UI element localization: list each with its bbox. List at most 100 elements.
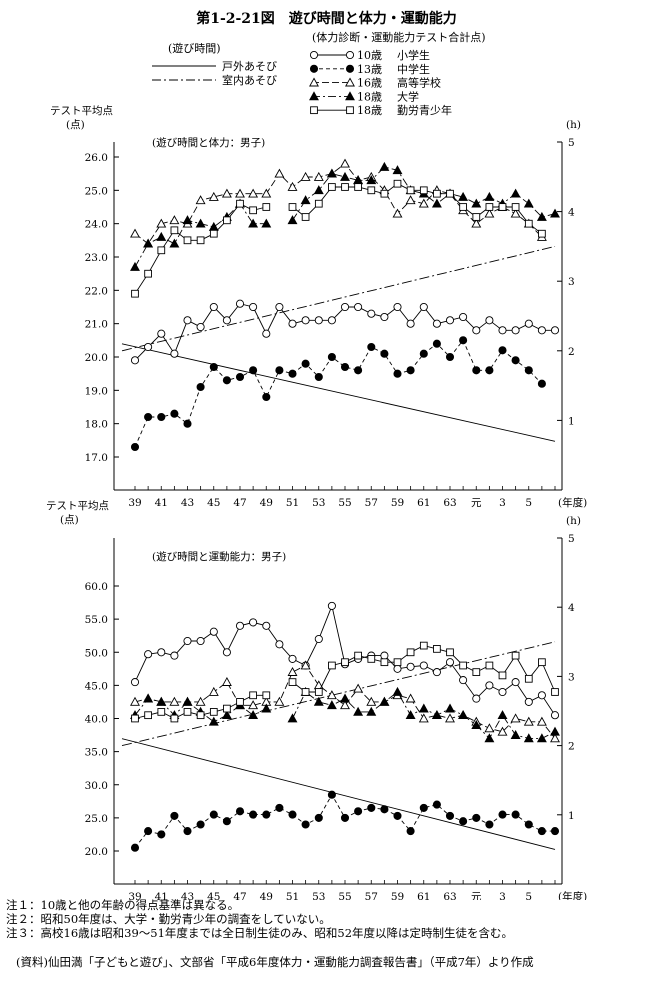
y-tick-label: 19.0 (85, 385, 108, 397)
data-point (498, 810, 507, 819)
x-tick-label: 43 (181, 891, 194, 900)
data-point (550, 827, 560, 836)
x-tick-label: 41 (155, 891, 168, 900)
note-2-text: 昭和50年度は、大学・勤労青少年の調査をしていない。 (40, 912, 331, 926)
data-point (196, 322, 205, 332)
x-tick-label: 51 (286, 891, 299, 900)
data-point (209, 810, 218, 819)
y2-tick-label: 4 (568, 207, 575, 219)
note-3: 注３： 高校16歳は昭和39～51年度までは全日制生徒のみ、昭和52年度以降は定… (6, 926, 646, 940)
x-tick-label: 49 (260, 891, 273, 900)
data-point (170, 811, 179, 820)
data-point (432, 339, 441, 348)
legend-age: 18歳 (357, 90, 382, 103)
x-tick-label: 53 (312, 891, 325, 900)
data-point (131, 289, 139, 298)
data-point (380, 805, 389, 814)
y-tick-label: 30.0 (85, 780, 108, 792)
data-point (498, 687, 507, 697)
data-point (380, 658, 389, 667)
data-point (314, 372, 323, 382)
data-point (445, 352, 455, 362)
data-point (432, 668, 441, 677)
data-point (459, 312, 468, 322)
legend-score-header: (体力診断・運動能力テスト合計点) (312, 30, 486, 44)
data-point (156, 232, 166, 241)
data-point (537, 827, 546, 836)
data-point (209, 362, 218, 372)
data-point (157, 648, 166, 657)
series-age18-univ (130, 687, 560, 743)
legend-label: 中学生 (397, 62, 430, 76)
chart-subtitle: (遊び時間と運動能力：男子) (152, 550, 286, 563)
data-point (288, 203, 297, 211)
y2-tick-label: 1 (568, 415, 575, 427)
data-point (419, 703, 429, 713)
data-point (340, 159, 350, 168)
series-age18-worker (131, 641, 559, 723)
data-point (314, 316, 323, 325)
data-point (262, 691, 271, 700)
legend-age: 10歳 (357, 49, 382, 62)
y-tick-label: 18.0 (85, 419, 108, 431)
series-age16 (130, 159, 547, 248)
data-point (143, 693, 153, 703)
data-point (510, 730, 521, 739)
data-point (222, 648, 231, 657)
data-point (472, 213, 481, 221)
data-point (419, 186, 428, 195)
data-point (288, 319, 297, 328)
data-point (340, 362, 350, 372)
data-point (170, 409, 179, 418)
data-point (380, 189, 389, 198)
data-point (550, 711, 560, 720)
data-point (419, 641, 428, 650)
legend-marker (345, 50, 355, 60)
y-tick-label: 55.0 (85, 614, 108, 626)
data-point (209, 687, 219, 696)
data-point (301, 316, 310, 325)
data-point (288, 369, 297, 378)
series-line (134, 339, 543, 448)
source-note: (資料) 仙田満「子どもと遊び」、文部省「平成6年度体力・運動能力調査報告書」（… (6, 955, 651, 969)
legend-entry-age18-univ: 18歳 大学 (309, 89, 419, 103)
data-point (432, 319, 441, 328)
data-point (524, 319, 533, 328)
data-point (433, 189, 441, 198)
y2-tick-label: 2 (568, 741, 575, 753)
data-point (183, 636, 192, 646)
x-tick-label: 45 (207, 891, 220, 900)
data-point (445, 316, 455, 325)
legend-label: 勤労青少年 (397, 103, 452, 117)
data-point (367, 309, 376, 318)
series-line (134, 203, 267, 294)
data-point (196, 711, 205, 720)
series-age13 (130, 790, 560, 852)
data-point (524, 674, 533, 683)
data-point (157, 329, 166, 338)
x-tick-label: 57 (365, 891, 378, 900)
data-point (524, 219, 533, 228)
data-point (393, 179, 402, 188)
data-point (223, 216, 231, 225)
figure-svg: (遊び時間) 戸外あそび 室内あそび (体力診断・運動能力テスト合計点) 10歳… (46, 30, 587, 900)
note-2-label: 注２： (6, 912, 41, 926)
x-tick-label: 3 (499, 891, 506, 900)
legend: (遊び時間) 戸外あそび 室内あそび (体力診断・運動能力テスト合計点) 10歳… (152, 30, 486, 117)
y-axis-unit: (点) (60, 514, 79, 526)
data-point (510, 713, 521, 723)
data-point (328, 183, 336, 191)
x-tick-label: 59 (391, 497, 404, 509)
data-point (288, 678, 297, 686)
legend-marker (346, 106, 354, 115)
data-point (169, 239, 180, 248)
note-1: 注１： 10歳と他の年齢の得点基準は異なる。 (6, 898, 239, 912)
y-axis-label: テスト平均点 (50, 105, 113, 117)
figure-title: 第1-2-21図 遊び時間と体力・運動能力 (196, 11, 457, 27)
data-point (472, 813, 481, 822)
data-point (459, 817, 468, 826)
x-tick-label: 45 (207, 497, 220, 509)
data-point (300, 195, 311, 205)
y-tick-label: 21.0 (85, 319, 108, 331)
data-point (327, 790, 336, 799)
